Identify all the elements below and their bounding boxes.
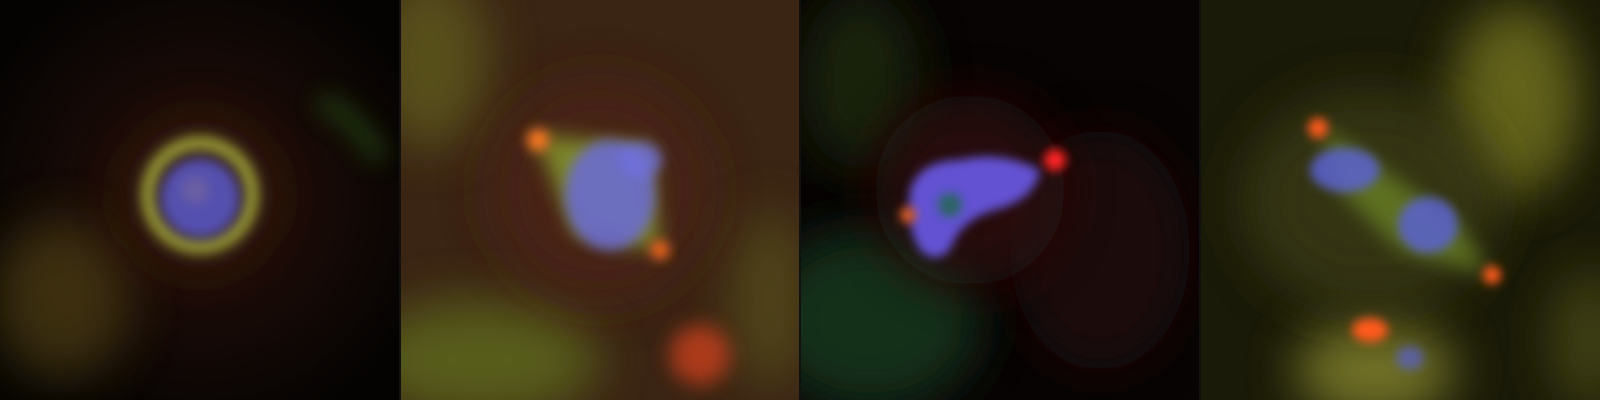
centrosome-top [527,129,549,151]
panel-3-image [800,0,1200,400]
centrosome-bottom [651,241,669,259]
centrosome-bottom [1483,266,1501,284]
panel-divider [399,0,401,400]
panel-4-image [1200,0,1600,400]
micrograph-panel-1 [0,0,400,400]
green-streak [315,91,389,165]
centrosome-top [1308,118,1328,138]
panel-divider [1199,0,1201,400]
neighbor-cell-bottom [1295,320,1455,400]
centrosome-neighbor [1352,318,1388,342]
microtubule-ring [141,136,259,254]
dna-chromatids-lower [1398,197,1458,253]
centrosome-left [900,207,916,223]
micrograph-panel-3 [800,0,1200,400]
micrograph-panel-4 [1200,0,1600,400]
neighbor-cell-yellow [0,220,130,380]
neighbor-cell-bottom [400,300,600,400]
centrosome-right [1044,149,1066,171]
dna-chromosomes [908,156,1040,258]
panel-divider [799,0,801,400]
micrograph-panel-2 [400,0,800,400]
panel-2-image [400,0,800,400]
panel-1-image [0,0,400,400]
red-blob [670,325,730,385]
dna-chromatids-upper [1310,148,1380,192]
